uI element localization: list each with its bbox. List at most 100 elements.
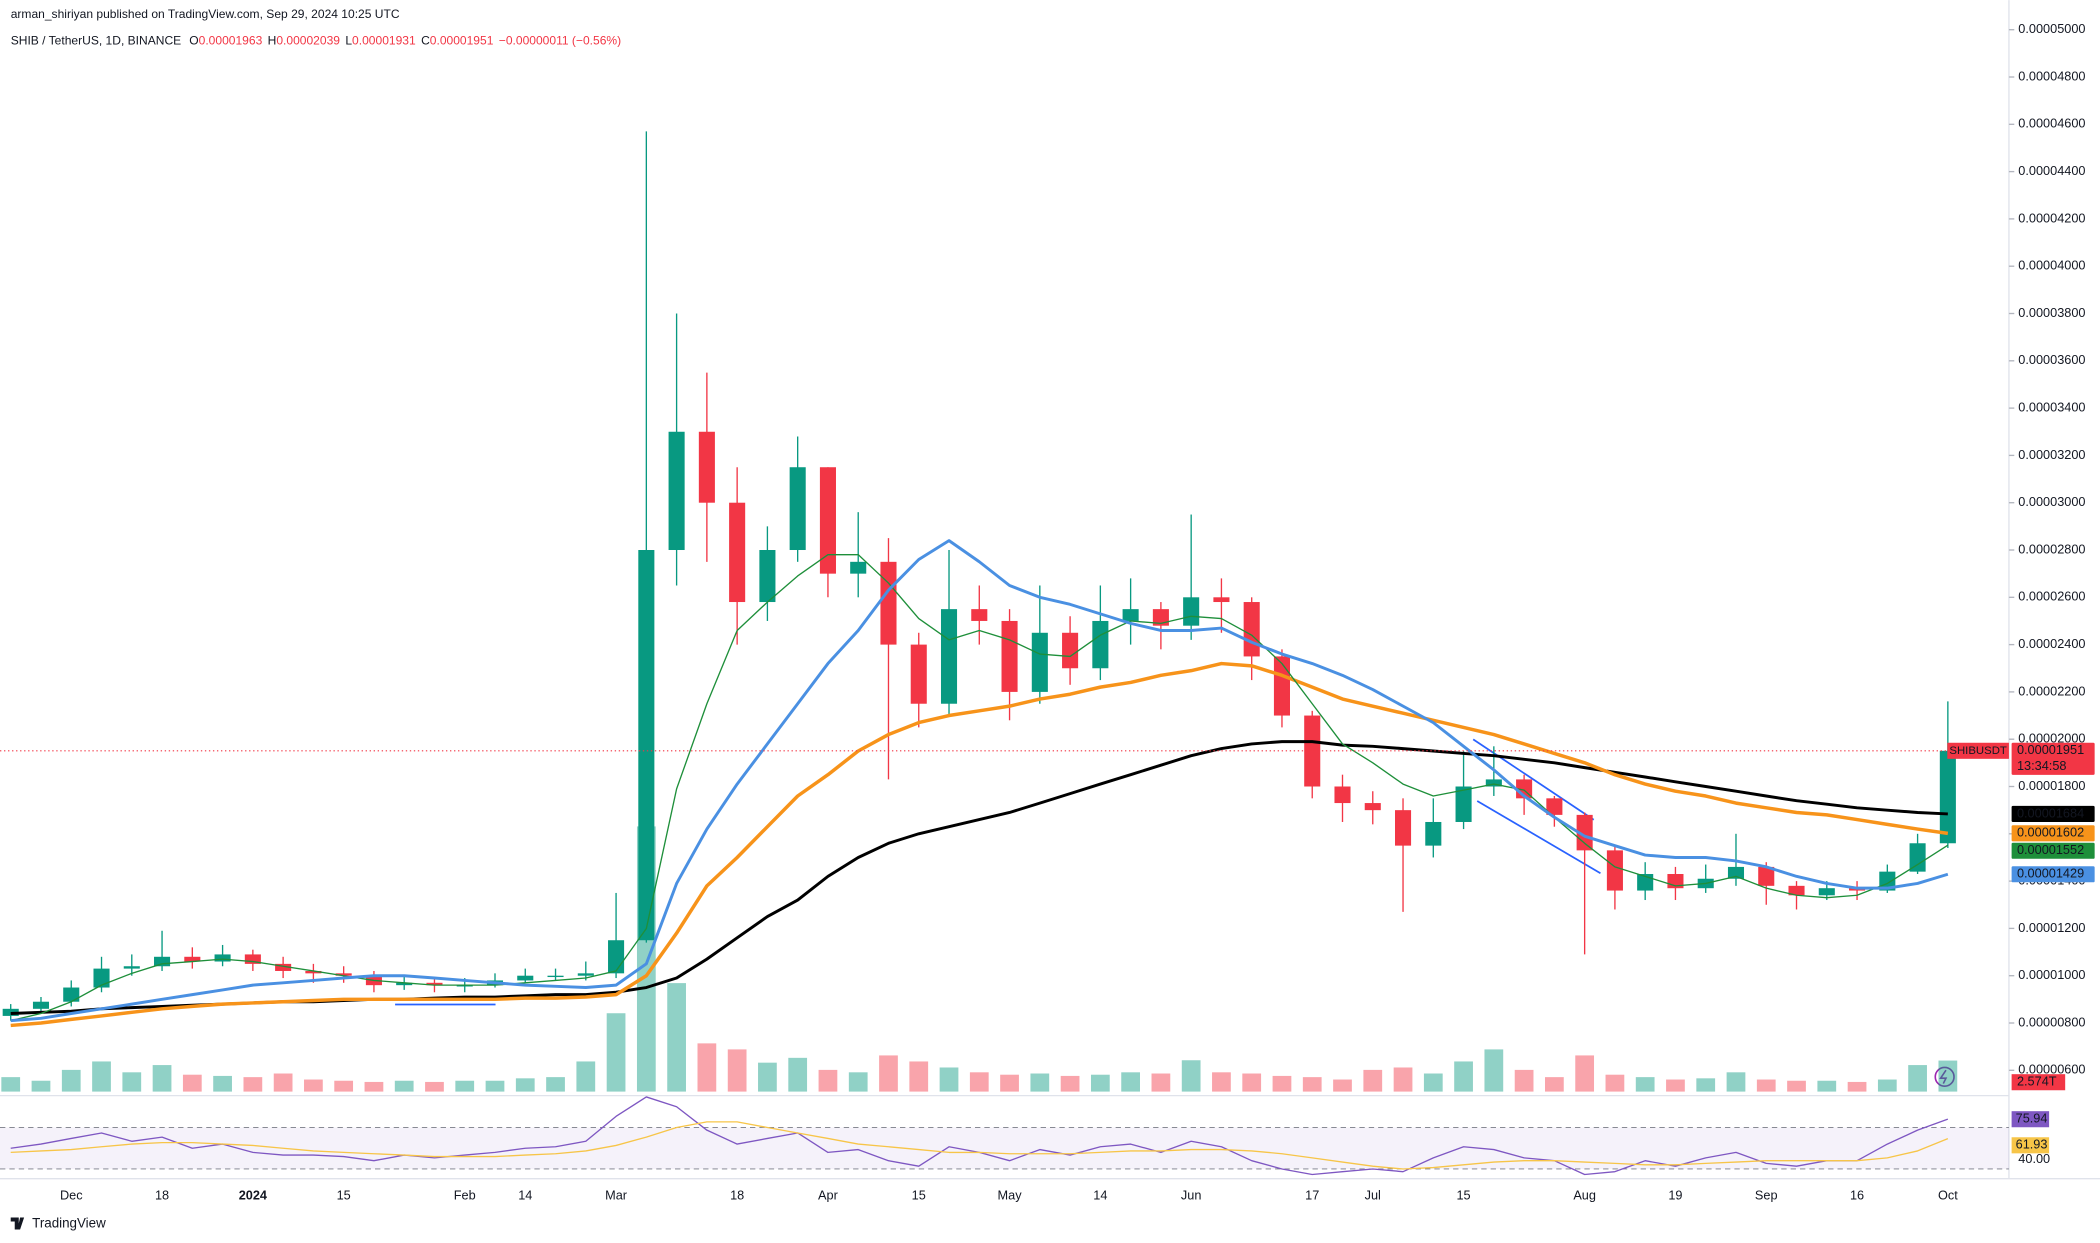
candle-body [1334,786,1351,804]
candle-body [1909,843,1926,872]
candle-body [880,561,897,645]
volume-bar [1484,1049,1504,1092]
volume-bar [1605,1074,1625,1092]
candle-body [426,982,443,986]
ohlc-key: H [268,34,277,48]
price-label: 0.00001552 [2017,842,2084,857]
candle-body [1213,597,1230,603]
candle-body [1485,779,1502,787]
volume-bar [485,1080,505,1092]
volume-bar [1363,1069,1383,1092]
ohlc-key: O [189,34,198,48]
volume-bar [1787,1080,1806,1092]
volume-bar [939,1067,959,1092]
candle-body [1455,786,1472,822]
candle-body [608,940,625,974]
volume-bar [243,1077,263,1092]
price-label-box [2011,866,2095,883]
candle-body [275,963,292,971]
volume-bar [1908,1065,1927,1092]
candle-body [1818,888,1835,896]
rsi-label-box [2011,1137,2050,1154]
y-tick-label: 0.00002000 [2018,731,2085,746]
volume-bar [1060,1075,1080,1092]
logo: TradingView [10,1216,106,1231]
volume-bar [1877,1079,1897,1092]
volume-bar [1212,1072,1231,1092]
candle-body [789,467,806,551]
volume-bar [1030,1073,1050,1092]
alert-icon[interactable] [1934,1066,1955,1088]
volume-bar [213,1075,232,1092]
alert-icon-bolt [1939,1069,1948,1084]
y-tick-label: 0.00004600 [2018,116,2085,131]
rsi-label-box [2011,1111,2050,1128]
volume-bar [1726,1072,1746,1092]
x-tick-label: 18 [730,1187,744,1202]
volume-bar [848,1072,868,1092]
volume-bar [1696,1078,1716,1092]
x-tick-label: Feb [454,1187,476,1202]
y-tick-label: 0.00001800 [2018,778,2085,793]
volume-bar [879,1055,898,1092]
x-tick-label: 15 [337,1187,351,1202]
candle-body [123,966,140,969]
candle-body [729,502,746,603]
x-tick-label: Jun [1181,1187,1202,1202]
candle-body [910,644,927,704]
volume-bar [394,1080,414,1092]
volume-bar [1575,1055,1595,1092]
volume-bar [818,1069,838,1092]
moving-average [10,539,1949,1023]
price-label-box [2011,742,2095,775]
y-tick-label: 0.00001200 [2018,920,2085,935]
symbol-legend: SHIB / TetherUS, 1D, BINANCE O0.00001963 H… [11,34,621,48]
ohlc-value: 0.00001931 [352,34,416,48]
volume-bar [364,1081,384,1092]
volume-bar [1454,1061,1473,1092]
x-tick-label: 19 [1668,1187,1682,1202]
volume-bar [273,1073,293,1092]
ohlc-key: L [345,34,352,48]
candle-body [517,975,534,981]
x-tick-label: Jul [1365,1187,1381,1202]
ohlc-key: C [421,34,430,48]
candle-body [1273,656,1290,716]
candle-body [1304,715,1321,787]
x-tick-label: 16 [1850,1187,1864,1202]
y-tick-label: 0.00000600 [2018,1062,2085,1077]
volume-bar [1756,1079,1776,1092]
volume-bar [1272,1075,1292,1092]
logo-mark [10,1217,25,1230]
volume-bar [1090,1074,1110,1092]
volume-bar [334,1080,354,1092]
x-tick-label: Dec [60,1187,83,1202]
y-tick-label: 0.00005000 [2018,21,2085,36]
rsi-label: 61.93 [2016,1137,2048,1152]
candle-body [668,431,685,551]
volume-bar [667,983,686,1092]
brand: TradingView [32,1216,106,1231]
volume-bar [1393,1067,1413,1092]
rsi-line [10,1121,1949,1170]
x-tick-label: May [998,1187,1023,1202]
candle-body [1425,821,1442,846]
y-tick-label: 0.00002800 [2018,541,2085,556]
volume-bar [758,1062,777,1092]
price-label-box [2011,825,2095,842]
volume-bar [515,1078,535,1092]
volume-bar [576,1061,596,1092]
candle-body [1062,632,1079,669]
moving-average [10,661,1949,1028]
volume-bar [1181,1060,1201,1092]
candle-body [1758,866,1775,886]
y-tick-label: 0.00002400 [2018,636,2085,651]
y-tick-label: 0.00001000 [2018,967,2085,982]
volume-bar [1423,1073,1443,1092]
y-tick-label: 0.00004200 [2018,210,2085,225]
candle-body [154,956,171,967]
candle-body [547,975,564,978]
candle-body [1364,803,1381,811]
candle-body [1122,609,1139,621]
candle-body [759,550,776,603]
